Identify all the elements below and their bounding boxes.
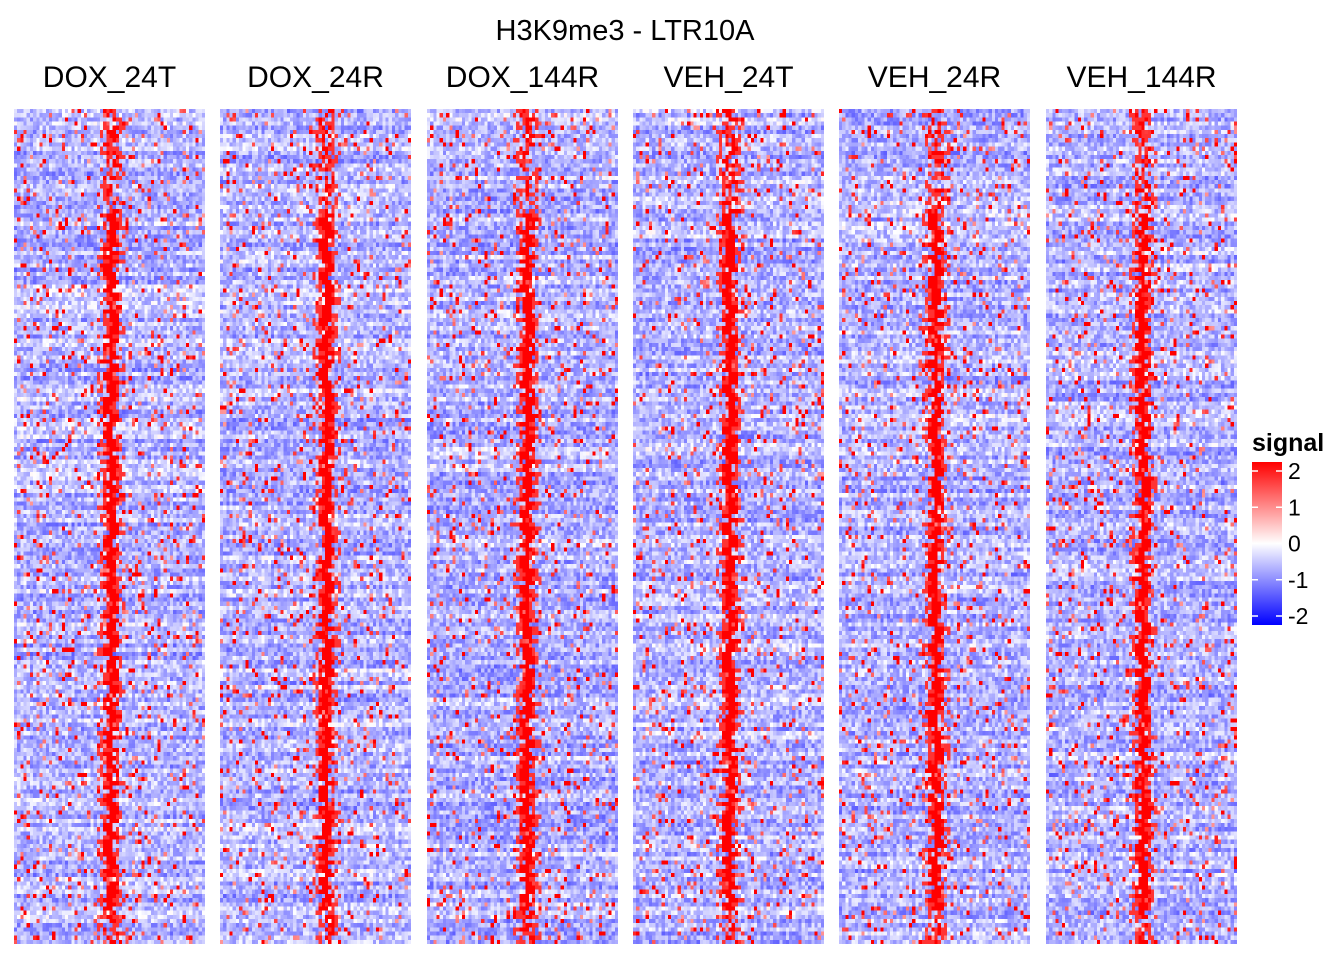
heatmap-cells bbox=[14, 109, 205, 944]
legend-tick-label: 0 bbox=[1288, 531, 1301, 557]
legend-tick-label: -2 bbox=[1288, 603, 1308, 629]
legend: signal 2 1 0 -1 -2 bbox=[1252, 429, 1324, 629]
legend-tick-label: -1 bbox=[1288, 567, 1308, 593]
legend-tick-label: 2 bbox=[1288, 458, 1301, 484]
heatmap-cells bbox=[220, 109, 411, 944]
heatmap-panel: DOX_24R bbox=[220, 61, 411, 944]
legend-title: signal bbox=[1252, 429, 1324, 457]
heatmap-panels: DOX_24T DOX_24R DOX_144R VEH_24T VEH_24R VEH_… bbox=[14, 61, 1237, 944]
heatmap-panel: DOX_24T bbox=[14, 61, 205, 944]
panel-label: VEH_24R bbox=[868, 61, 1001, 94]
heatmap-panel: VEH_144R bbox=[1046, 61, 1237, 944]
heatmap-panel: VEH_24R bbox=[839, 61, 1030, 944]
panel-label: VEH_144R bbox=[1066, 61, 1216, 94]
panel-label: DOX_144R bbox=[446, 61, 599, 94]
heatmap-panel: VEH_24T bbox=[633, 61, 824, 944]
heatmap-cells bbox=[427, 109, 618, 944]
panel-label: DOX_24T bbox=[43, 61, 176, 94]
panel-label: VEH_24T bbox=[663, 61, 793, 94]
chart-title: H3K9me3 - LTR10A bbox=[496, 15, 756, 47]
heatmap-cells bbox=[1046, 109, 1237, 944]
heatmap-cells bbox=[633, 109, 824, 944]
legend-tick-label: 1 bbox=[1288, 494, 1301, 520]
panel-label: DOX_24R bbox=[247, 61, 384, 94]
heatmap-panel: DOX_144R bbox=[427, 61, 618, 944]
heatmap-cells bbox=[839, 109, 1030, 944]
